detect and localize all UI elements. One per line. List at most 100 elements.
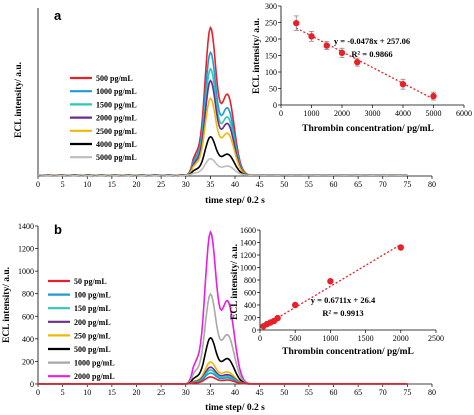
y-tick-label: 1000 bbox=[18, 267, 34, 276]
legend-entry: 100 pg/mL bbox=[74, 291, 111, 300]
x-tick-label: 30 bbox=[182, 180, 190, 189]
series-line bbox=[37, 157, 408, 177]
inset-y-tick-label: 200 bbox=[265, 35, 277, 44]
x-tick-label: 70 bbox=[379, 180, 387, 189]
x-tick-label: 0 bbox=[36, 180, 40, 189]
x-tick-label: 35 bbox=[206, 388, 214, 397]
x-tick-label: 15 bbox=[108, 388, 116, 397]
fit-line bbox=[263, 243, 402, 327]
inset-y-tick-label: 1400 bbox=[240, 239, 256, 248]
legend-entry: 500 pg/mL bbox=[96, 74, 133, 83]
inset-y-tick-label: 1000 bbox=[240, 264, 256, 273]
data-point bbox=[397, 244, 404, 251]
inset-x-tick-label: 6000 bbox=[456, 109, 472, 118]
legend-entry: 1500 pg/mL bbox=[96, 100, 137, 109]
x-tick-label: 70 bbox=[379, 388, 387, 397]
y-tick-label: 1400 bbox=[18, 222, 34, 231]
x-tick-label: 35 bbox=[206, 180, 214, 189]
inset-y-tick-label: 600 bbox=[244, 289, 256, 298]
inset-y-axis-label: ECL intensity/ a.u. bbox=[252, 18, 262, 94]
x-tick-label: 60 bbox=[330, 388, 338, 397]
x-tick-label: 75 bbox=[403, 180, 411, 189]
legend-entry: 200 pg/mL bbox=[74, 318, 111, 327]
inset-y-tick-label: 150 bbox=[265, 52, 277, 61]
inset-x-tick-label: 2000 bbox=[334, 109, 350, 118]
inset-x-tick-label: 4000 bbox=[395, 109, 411, 118]
x-tick-label: 50 bbox=[280, 388, 288, 397]
x-tick-label: 75 bbox=[403, 388, 411, 397]
panel-label: a bbox=[54, 8, 62, 23]
legend-entry: 500 pg/mL bbox=[74, 345, 111, 354]
data-point bbox=[399, 81, 407, 88]
inset-x-tick-label: 500 bbox=[289, 334, 301, 343]
series-line bbox=[37, 97, 408, 177]
fit-r-squared: R² = 0.9913 bbox=[322, 308, 363, 318]
inset-x-tick-label: 0 bbox=[279, 109, 283, 118]
legend-entry: 2000 pg/mL bbox=[74, 372, 115, 381]
fit-line bbox=[295, 27, 434, 100]
x-tick-label: 20 bbox=[133, 180, 141, 189]
inset-y-tick-label: 1200 bbox=[240, 251, 256, 260]
inset-y-tick-label: 100 bbox=[265, 68, 277, 77]
x-tick-label: 80 bbox=[428, 180, 436, 189]
x-axis-label: time step/ 0.2 s bbox=[205, 403, 265, 413]
x-tick-label: 45 bbox=[256, 388, 264, 397]
x-tick-label: 45 bbox=[256, 180, 264, 189]
x-tick-label: 25 bbox=[157, 388, 165, 397]
y-axis-label: ECL intensity/ a.u. bbox=[14, 62, 24, 138]
x-tick-label: 30 bbox=[182, 388, 190, 397]
data-point bbox=[274, 314, 281, 322]
x-tick-label: 55 bbox=[305, 180, 313, 189]
y-axis-label: ECL intensity/ a.u. bbox=[2, 267, 12, 343]
series-line bbox=[37, 67, 408, 177]
data-point bbox=[292, 301, 299, 309]
inset-y-tick-label: 250 bbox=[265, 19, 277, 28]
inset-y-tick-label: 200 bbox=[244, 314, 256, 323]
inset-y-tick-label: 300 bbox=[265, 2, 277, 11]
x-axis-label: time step/ 0.2 s bbox=[205, 196, 265, 206]
inset-x-axis-label: Thrombin concentration/ pg/mL bbox=[282, 347, 414, 357]
inset-x-tick-label: 1000 bbox=[304, 109, 320, 118]
y-tick-label: 200 bbox=[22, 357, 34, 366]
fit-equation: y = -0.0478x + 257.06 bbox=[334, 36, 410, 46]
x-tick-label: 5 bbox=[61, 388, 65, 397]
inset-y-tick-label: 0 bbox=[252, 326, 256, 335]
x-tick-label: 80 bbox=[428, 388, 436, 397]
inset-y-axis-label: ECL intensity/ a.u. bbox=[230, 244, 240, 320]
data-point bbox=[354, 58, 361, 66]
inset-x-tick-label: 2500 bbox=[428, 334, 444, 343]
x-tick-label: 0 bbox=[36, 388, 40, 397]
data-point bbox=[338, 49, 346, 57]
legend-entry: 4000 pg/mL bbox=[96, 140, 137, 149]
inset-x-tick-label: 2000 bbox=[393, 334, 409, 343]
x-tick-label: 10 bbox=[83, 180, 91, 189]
series-line bbox=[37, 135, 408, 177]
x-tick-label: 25 bbox=[157, 180, 165, 189]
y-tick-label: 800 bbox=[22, 290, 34, 299]
data-point bbox=[308, 33, 315, 40]
panel-label: b bbox=[54, 222, 62, 237]
inset-x-tick-label: 1500 bbox=[358, 334, 374, 343]
x-tick-label: 15 bbox=[108, 180, 116, 189]
inset-y-tick-label: 800 bbox=[244, 276, 256, 285]
x-tick-label: 50 bbox=[280, 180, 288, 189]
x-tick-label: 10 bbox=[83, 388, 91, 397]
inset-y-tick-label: 0 bbox=[273, 101, 277, 110]
x-tick-label: 40 bbox=[231, 180, 239, 189]
y-tick-label: 600 bbox=[22, 312, 34, 321]
y-tick-label: 0 bbox=[30, 380, 34, 389]
x-tick-label: 20 bbox=[133, 388, 141, 397]
inset-y-tick-label: 50 bbox=[269, 85, 277, 94]
legend-entry: 150 pg/mL bbox=[74, 304, 111, 313]
inset-y-tick-label: 400 bbox=[244, 301, 256, 310]
y-tick-label: 400 bbox=[22, 335, 34, 344]
series-line bbox=[38, 50, 408, 177]
x-tick-label: 55 bbox=[305, 388, 313, 397]
fit-r-squared: R² = 0.9866 bbox=[351, 49, 392, 59]
inset-x-tick-label: 1000 bbox=[322, 334, 338, 343]
legend-entry: 1000 pg/mL bbox=[74, 359, 115, 368]
x-tick-label: 60 bbox=[330, 180, 338, 189]
x-tick-label: 5 bbox=[61, 180, 65, 189]
